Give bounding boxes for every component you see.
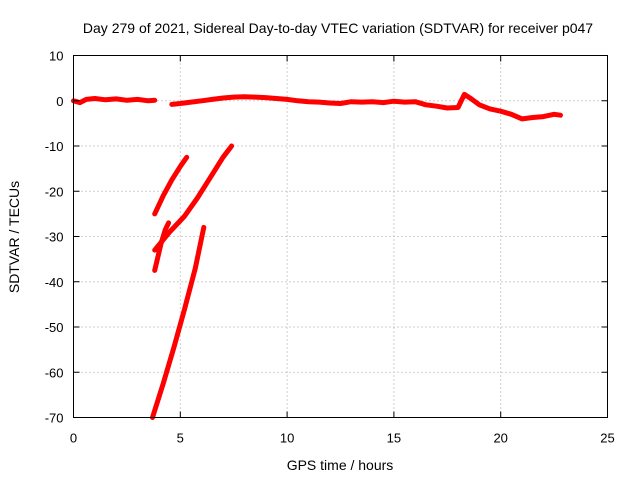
y-tick-label: -30: [45, 230, 64, 245]
x-tick-label: 0: [70, 431, 77, 446]
series-line-1: [71, 96, 158, 106]
y-tick-label: -50: [45, 320, 64, 335]
y-tick-label: -20: [45, 184, 64, 199]
series-line-4: [152, 143, 235, 253]
series-line-3: [152, 154, 190, 217]
y-tick-label: 0: [56, 94, 63, 109]
series-line-6: [150, 224, 207, 420]
axis-ticks: 0 5 10 15 20 25 10 0 -10 -20 -30 -40 -50 -60 -70: [45, 49, 615, 446]
y-tick-label: -60: [45, 365, 64, 380]
grid: [73, 55, 608, 418]
x-axis-label: GPS time / hours: [287, 457, 394, 473]
y-tick-label: -10: [45, 139, 64, 154]
series-line-2: [169, 91, 563, 122]
x-tick-label: 10: [280, 431, 294, 446]
y-tick-label: 10: [49, 49, 63, 64]
y-tick-label: -70: [45, 411, 64, 426]
x-tick-label: 20: [493, 431, 507, 446]
y-axis-label: SDTVAR / TECUs: [6, 181, 22, 293]
data-series: [71, 91, 563, 420]
x-tick-label: 25: [600, 431, 614, 446]
x-tick-label: 15: [387, 431, 401, 446]
series-line-5: [152, 220, 172, 273]
chart-title: Day 279 of 2021, Sidereal Day-to-day VTE…: [83, 20, 593, 36]
y-tick-label: -40: [45, 275, 64, 290]
x-tick-label: 5: [177, 431, 184, 446]
